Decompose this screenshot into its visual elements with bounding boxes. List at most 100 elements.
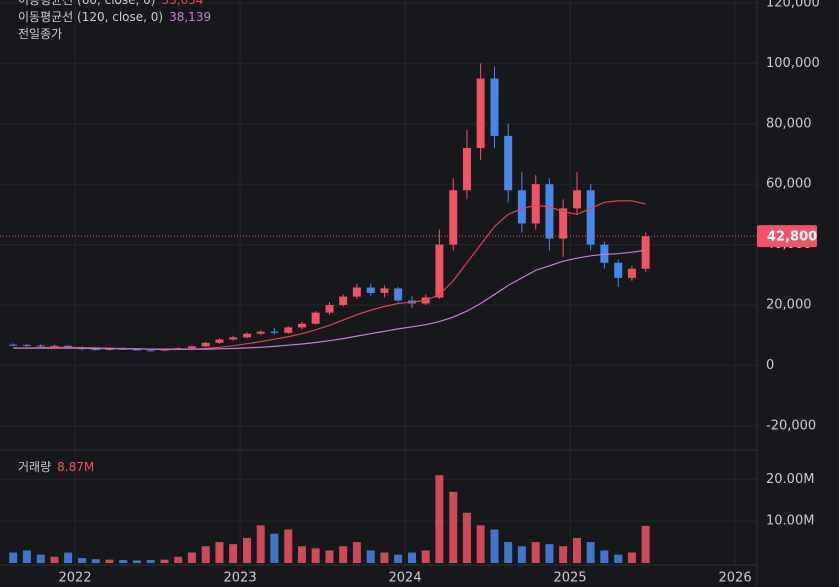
volume-bar bbox=[105, 559, 114, 563]
x-tick-label: 2026 bbox=[719, 571, 752, 586]
candle-body bbox=[339, 296, 348, 306]
x-tick-label: 2023 bbox=[224, 571, 257, 586]
candle-body bbox=[215, 339, 224, 343]
volume-bar bbox=[504, 542, 513, 563]
candle-body bbox=[256, 331, 265, 334]
candle-body bbox=[325, 305, 334, 313]
y-tick-label: 20,000 bbox=[766, 298, 812, 313]
y-tick-label: 100,000 bbox=[766, 56, 820, 71]
volume-bar bbox=[641, 525, 650, 563]
volume-bar bbox=[146, 560, 155, 563]
volume-bar bbox=[572, 537, 581, 563]
candle-body bbox=[462, 147, 471, 191]
candle-body bbox=[91, 349, 100, 351]
candle-body bbox=[160, 349, 169, 351]
volume-bar bbox=[339, 546, 348, 563]
candle-body bbox=[490, 78, 499, 136]
y-tick-label: 0 bbox=[766, 358, 774, 373]
volume-bar bbox=[229, 544, 238, 563]
volume-bar bbox=[627, 552, 636, 563]
volume-bar bbox=[407, 552, 416, 563]
volume-bar bbox=[380, 552, 389, 563]
volume-bar bbox=[517, 546, 526, 563]
volume-bar bbox=[160, 559, 169, 563]
candle-body bbox=[242, 333, 251, 338]
volume-bar bbox=[325, 550, 334, 563]
volume-bar bbox=[394, 554, 403, 563]
volume-bar bbox=[462, 512, 471, 563]
volume-bar bbox=[64, 552, 73, 563]
candle-body bbox=[105, 348, 114, 350]
volume-bar bbox=[132, 560, 141, 563]
volume-bar bbox=[256, 525, 265, 563]
y-tick-label: 80,000 bbox=[766, 116, 812, 131]
volume-bar bbox=[600, 550, 609, 563]
last-price-label: 42,800 bbox=[767, 230, 817, 245]
volume-bar bbox=[201, 546, 210, 563]
candle-body bbox=[187, 346, 196, 349]
volume-bar bbox=[476, 525, 485, 563]
candle-body bbox=[600, 244, 609, 263]
volume-bar bbox=[187, 552, 196, 563]
candle-body bbox=[311, 312, 320, 324]
volume-bar bbox=[449, 491, 458, 563]
legend-value: 8.87M bbox=[57, 460, 94, 474]
volume-bar bbox=[559, 546, 568, 563]
volume-bar bbox=[297, 546, 306, 563]
volume-bar bbox=[91, 559, 100, 563]
y-tick-label: 60,000 bbox=[766, 177, 812, 192]
candle-body bbox=[586, 190, 595, 245]
candle-body bbox=[531, 184, 540, 224]
candle-body bbox=[366, 287, 375, 293]
x-tick-label: 2025 bbox=[554, 571, 587, 586]
volume-bar bbox=[614, 554, 623, 563]
volume-bar bbox=[78, 557, 87, 563]
candle-body bbox=[22, 344, 31, 346]
candle-body bbox=[50, 345, 59, 347]
candle-body bbox=[64, 345, 73, 348]
volume-tick-label: 10.00M bbox=[766, 514, 814, 529]
volume-bar bbox=[490, 529, 499, 563]
volume-tick-label: 20.00M bbox=[766, 472, 814, 487]
candle-body bbox=[394, 288, 403, 301]
candle-body bbox=[545, 184, 554, 239]
axes: -20,000020,00040,00060,00080,000100,0001… bbox=[59, 0, 820, 586]
volume-bar bbox=[421, 550, 430, 563]
y-tick-label: 120,000 bbox=[766, 0, 820, 11]
candle-body bbox=[572, 190, 581, 209]
volume-bar bbox=[119, 560, 128, 563]
legend-value: 55,054 bbox=[161, 0, 203, 7]
legend-entry: 이동평균선 (60, close, 0) 55,054 bbox=[18, 0, 203, 7]
x-tick-label: 2022 bbox=[59, 571, 92, 586]
volume-bar bbox=[311, 548, 320, 563]
volume-bar bbox=[22, 550, 31, 563]
legend: 이동평균선 (60, close, 0) 55,054 이동평균선 (120, cl… bbox=[18, 0, 211, 474]
candle-body bbox=[517, 190, 526, 224]
grid bbox=[0, 0, 757, 565]
candle-body bbox=[504, 135, 513, 191]
legend-value: 38,139 bbox=[169, 10, 211, 24]
candle-body bbox=[627, 268, 636, 278]
legend-name: 이동평균선 (120, close, 0) bbox=[18, 10, 163, 24]
legend-entry: 전일종가 bbox=[18, 27, 62, 41]
candle-body bbox=[229, 337, 238, 340]
legend-name: 이동평균선 (60, close, 0) bbox=[18, 0, 155, 7]
candle-body bbox=[36, 345, 45, 347]
volume-bar bbox=[242, 537, 251, 563]
legend-name: 전일종가 bbox=[18, 27, 62, 41]
volume-bar bbox=[545, 544, 554, 563]
candle-body bbox=[146, 350, 155, 352]
candle-body bbox=[380, 288, 389, 293]
volume-bar bbox=[531, 542, 540, 563]
legend-entry: 이동평균선 (120, close, 0) 38,139 bbox=[18, 10, 211, 24]
volume-bar bbox=[50, 556, 59, 563]
volume-bar bbox=[174, 556, 183, 563]
volume-bar bbox=[9, 552, 18, 563]
candle-body bbox=[9, 344, 18, 346]
candle-body bbox=[476, 78, 485, 148]
volume-bar bbox=[215, 542, 224, 563]
volume-bar bbox=[586, 542, 595, 563]
candle-body bbox=[449, 190, 458, 245]
